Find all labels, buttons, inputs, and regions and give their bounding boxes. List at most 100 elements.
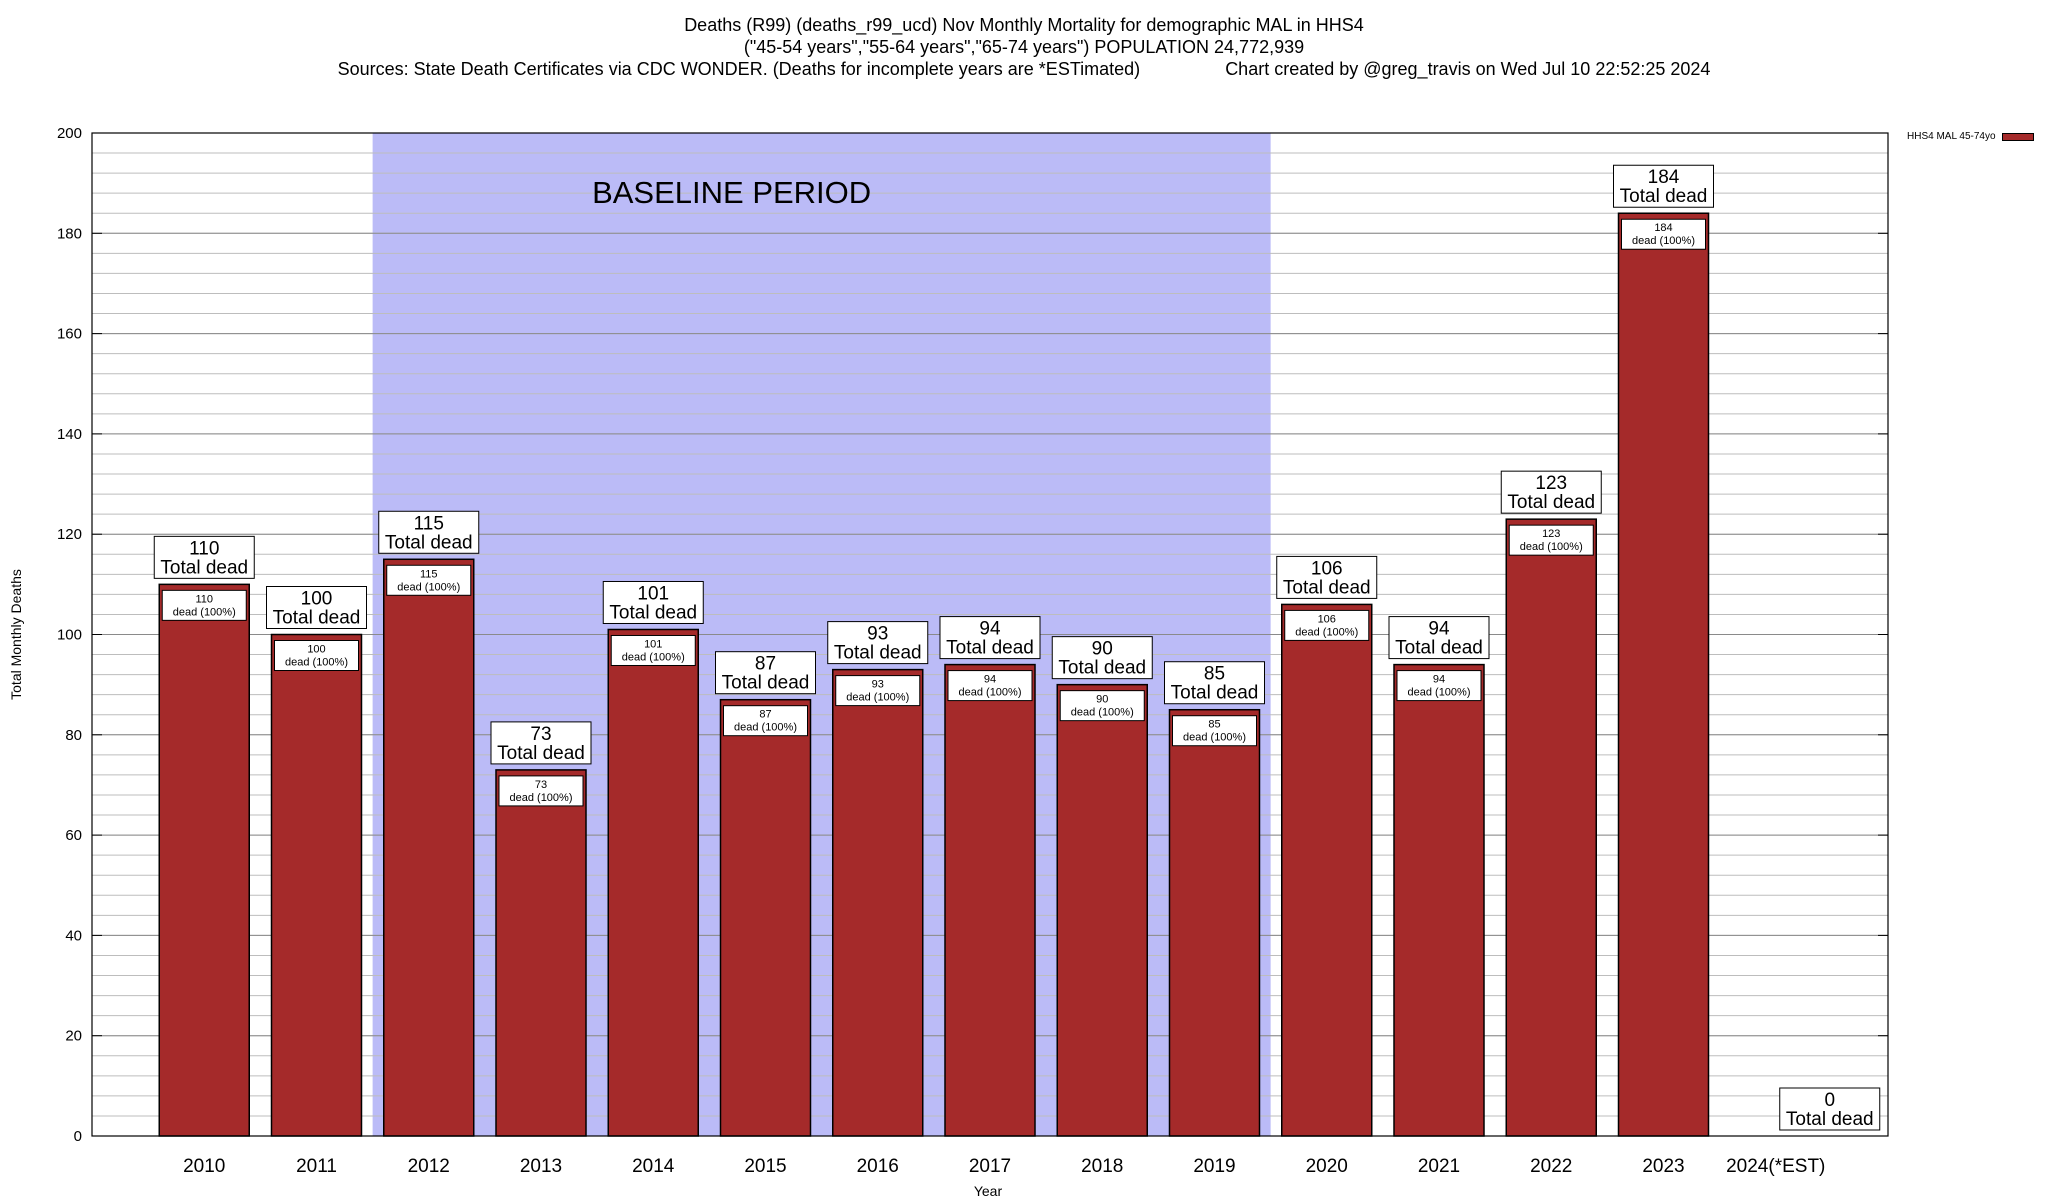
legend-label: HHS4 MAL 45-74yo: [1907, 131, 1996, 142]
y-tick-label: 160: [57, 326, 82, 343]
y-tick-label: 140: [57, 426, 82, 443]
bar-inner-label-box: [498, 775, 584, 807]
bar-total-suffix: Total dead: [834, 643, 922, 664]
bar-total-suffix: Total dead: [160, 557, 248, 578]
x-tick-label: 2010: [183, 1156, 225, 1177]
bar-inner-value: 101: [644, 638, 662, 650]
y-tick-label: 40: [65, 927, 82, 944]
bar-total-suffix: Total dead: [385, 532, 473, 553]
bar-total-value: 100: [301, 589, 333, 610]
bar-inner-value: 73: [535, 779, 547, 791]
y-tick-label: 80: [65, 727, 82, 744]
bar-inner-suffix: dead (100%): [1071, 707, 1134, 719]
x-tick-label: 2013: [520, 1156, 562, 1177]
bar-total-suffix: Total dead: [1171, 683, 1259, 704]
bar-inner-suffix: dead (100%): [959, 687, 1022, 699]
bar-inner-value: 93: [872, 679, 884, 691]
y-tick-label: 120: [57, 526, 82, 543]
bar-inner-value: 85: [1208, 719, 1220, 731]
bar-inner-value: 115: [420, 568, 438, 580]
legend: HHS4 MAL 45-74yo: [1907, 131, 2034, 142]
bar: [1505, 518, 1597, 1137]
bar-inner-label-box: [947, 670, 1033, 702]
legend-swatch: [2001, 132, 2034, 141]
bar-inner-suffix: dead (100%): [1295, 626, 1358, 638]
bar-total-label-box: [602, 580, 704, 624]
bar: [158, 583, 250, 1137]
bar-total-value: 110: [189, 538, 219, 559]
bar-inner-label-box: [835, 675, 921, 707]
bar: [1056, 683, 1148, 1137]
y-tick-label: 100: [57, 627, 82, 644]
x-tick-label: 2019: [1193, 1156, 1235, 1177]
bar-total-suffix: Total dead: [1395, 638, 1483, 659]
y-tick-label: 60: [65, 827, 82, 844]
bar-inner-value: 110: [195, 593, 213, 605]
bar: [270, 633, 363, 1137]
bar-inner-suffix: dead (100%): [510, 792, 573, 804]
bar-total-value: 94: [1428, 619, 1450, 640]
bar-total-suffix: Total dead: [946, 638, 1034, 659]
x-tick-label: 2016: [857, 1156, 899, 1177]
bar-inner-value: 94: [1433, 674, 1445, 686]
bar-total-suffix: Total dead: [1058, 658, 1146, 679]
y-tick-label: 200: [57, 125, 82, 142]
bar: [1281, 603, 1373, 1137]
baseline-period-label: BASELINE PERIOD: [592, 175, 871, 210]
bar-total-suffix: Total dead: [722, 673, 810, 694]
bar-inner-suffix: dead (100%): [1408, 687, 1471, 699]
bar-inner-value: 106: [1318, 613, 1336, 625]
title-line-2: ("45-54 years","55-64 years","65-74 year…: [743, 37, 1305, 57]
bar: [495, 769, 587, 1137]
bar-inner-label-box: [386, 564, 472, 596]
bar-total-value: 0: [1824, 1090, 1835, 1111]
bar-total-value: 87: [755, 654, 776, 675]
bar-total-suffix: Total dead: [497, 743, 585, 764]
bar-inner-label-box: [1621, 218, 1706, 250]
bar: [1168, 708, 1261, 1137]
x-tick-label: 2021: [1418, 1156, 1460, 1177]
bar-inner-label-box: [274, 640, 359, 671]
bar-total-suffix: Total dead: [273, 608, 361, 629]
bar-inner-suffix: dead (100%): [1520, 541, 1583, 553]
bar-total-label-box: [1500, 470, 1602, 514]
bar-inner-value: 94: [984, 674, 996, 686]
bar-total-label-box: [1613, 164, 1714, 208]
x-tick-label: 2015: [744, 1156, 786, 1177]
x-tick-label: 2012: [408, 1156, 450, 1177]
y-axis-label: Total Monthly Deaths: [8, 569, 24, 700]
bar-total-value: 85: [1204, 664, 1225, 685]
x-tick-label: 2018: [1081, 1156, 1123, 1177]
y-tick-label: 20: [65, 1028, 82, 1045]
bar-inner-label-box: [1284, 609, 1370, 641]
bar-inner-value: 100: [307, 644, 325, 656]
bar-total-label-box: [939, 616, 1041, 660]
bar: [832, 668, 924, 1137]
bar: [383, 558, 475, 1137]
bar: [719, 698, 812, 1137]
bar-inner-label-box: [161, 589, 247, 621]
bar-inner-value: 184: [1654, 222, 1672, 234]
bar-inner-suffix: dead (100%): [397, 581, 460, 593]
bar-total-value: 123: [1535, 473, 1567, 494]
x-tick-label: 2017: [969, 1156, 1011, 1177]
bar-total-value: 101: [637, 583, 669, 604]
bar-total-label-box: [378, 510, 480, 554]
bar-total-suffix: Total dead: [1620, 186, 1708, 207]
bar-total-label-box: [266, 586, 367, 629]
bar-total-label-box: [490, 721, 592, 765]
bar-total-suffix: Total dead: [1786, 1109, 1874, 1130]
bar-total-label-box: [1779, 1087, 1881, 1131]
bar-total-value: 106: [1311, 558, 1343, 579]
x-tick-label: 2011: [296, 1156, 337, 1177]
bar-total-label-box: [153, 535, 255, 579]
chart-title: Deaths (R99) (deaths_r99_ucd) Nov Monthl…: [0, 14, 2048, 80]
bar-inner-label-box: [1396, 670, 1482, 702]
bar: [1617, 212, 1710, 1137]
bar-total-value: 94: [979, 619, 1001, 640]
bar-inner-suffix: dead (100%): [1632, 235, 1695, 247]
bar-inner-suffix: dead (100%): [734, 722, 797, 734]
title-line-3: Sources: State Death Certificates via CD…: [337, 59, 1711, 79]
bar-total-label-box: [1051, 636, 1153, 680]
